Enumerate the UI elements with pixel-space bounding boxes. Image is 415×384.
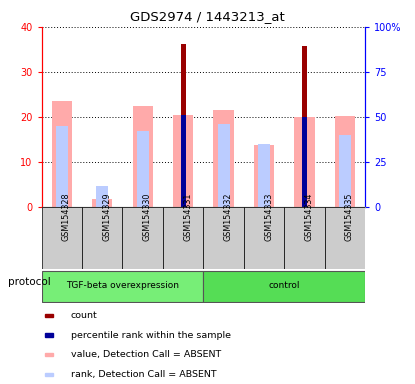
Text: GSM154328: GSM154328 — [62, 192, 71, 241]
Bar — [137, 131, 149, 207]
Text: GSM154333: GSM154333 — [264, 192, 273, 241]
Bar — [254, 145, 274, 207]
Bar — [45, 372, 53, 376]
FancyBboxPatch shape — [82, 207, 122, 269]
Text: GSM154332: GSM154332 — [224, 192, 232, 241]
Bar — [181, 115, 186, 207]
Text: GDS2974 / 1443213_at: GDS2974 / 1443213_at — [130, 10, 285, 23]
Bar — [339, 135, 351, 207]
Bar — [173, 115, 193, 207]
Bar — [302, 46, 307, 207]
Text: GSM154330: GSM154330 — [143, 192, 151, 241]
Bar — [217, 124, 229, 207]
FancyBboxPatch shape — [122, 207, 163, 269]
Bar — [258, 144, 270, 207]
Text: GSM154331: GSM154331 — [183, 192, 192, 241]
Bar — [181, 44, 186, 207]
Bar — [45, 353, 53, 356]
Text: value, Detection Call = ABSENT: value, Detection Call = ABSENT — [71, 350, 221, 359]
Text: TGF-beta overexpression: TGF-beta overexpression — [66, 281, 179, 290]
FancyBboxPatch shape — [244, 207, 284, 269]
Bar — [56, 126, 68, 207]
Bar — [213, 110, 234, 207]
Bar — [294, 117, 315, 207]
FancyBboxPatch shape — [325, 207, 365, 269]
Bar — [45, 333, 53, 337]
FancyBboxPatch shape — [203, 270, 365, 302]
Text: GSM154335: GSM154335 — [345, 192, 354, 241]
FancyBboxPatch shape — [203, 207, 244, 269]
Bar — [45, 314, 53, 317]
Text: GSM154329: GSM154329 — [102, 192, 111, 241]
Bar — [96, 186, 108, 207]
Bar — [92, 199, 112, 207]
Bar — [51, 101, 72, 207]
Text: count: count — [71, 311, 98, 320]
Text: control: control — [269, 281, 300, 290]
Text: percentile rank within the sample: percentile rank within the sample — [71, 331, 231, 339]
FancyBboxPatch shape — [163, 207, 203, 269]
Text: rank, Detection Call = ABSENT: rank, Detection Call = ABSENT — [71, 370, 216, 379]
Bar — [132, 106, 153, 207]
Text: protocol: protocol — [8, 277, 51, 287]
FancyBboxPatch shape — [284, 207, 325, 269]
FancyBboxPatch shape — [42, 207, 82, 269]
Bar — [302, 117, 307, 207]
FancyBboxPatch shape — [42, 270, 203, 302]
Text: GSM154334: GSM154334 — [305, 192, 313, 241]
Bar — [335, 116, 355, 207]
